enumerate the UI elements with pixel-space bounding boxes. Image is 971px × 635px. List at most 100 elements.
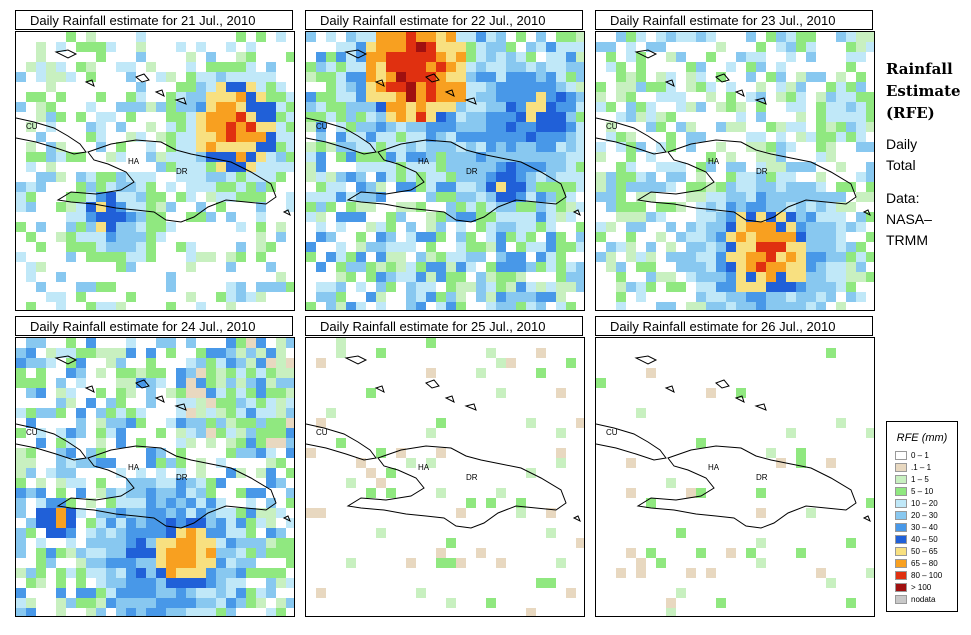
rain-cell [206,488,216,498]
rain-cell [346,32,356,42]
rain-cell [246,508,256,518]
rain-cell [176,558,186,568]
rain-cell [746,272,756,282]
rain-cell [776,242,786,252]
rain-cell [256,162,266,172]
rain-cell [276,232,286,242]
legend-swatch [895,463,907,472]
rain-cell [96,302,106,310]
rain-cell [756,252,766,262]
rain-cell [606,52,616,62]
rain-cell [656,112,666,122]
rain-cell [386,262,396,272]
rain-cell [306,122,316,132]
rain-cell [686,32,696,42]
rain-cell [376,262,386,272]
rain-cell [636,62,646,72]
rain-cell [796,92,806,102]
rain-cell [516,62,526,72]
rain-cell [186,378,196,388]
rain-cell [726,222,736,232]
rain-cell [836,282,846,292]
rain-cell [466,262,476,272]
rain-cell [656,42,666,52]
rain-cell [516,92,526,102]
rain-cell [26,162,36,172]
rain-cell [176,498,186,508]
rain-cell [126,132,136,142]
rain-cell [36,568,46,578]
rain-cell [456,162,466,172]
rain-cell [756,152,766,162]
rain-cell [46,518,56,528]
rain-cell [556,162,566,172]
rain-cell [36,498,46,508]
rain-cell [396,252,406,262]
rain-cell [746,548,756,558]
rain-cell [646,192,656,202]
rain-cell [656,558,666,568]
rain-cell [186,358,196,368]
rain-cell [616,62,626,72]
rain-cell [176,418,186,428]
rain-cell [576,112,584,122]
rain-cell [86,212,96,222]
map-label: HA [418,157,430,166]
rain-cell [606,222,616,232]
rain-cell [256,212,266,222]
rain-cell [76,568,86,578]
rain-cell [666,32,676,42]
rain-cell [796,252,806,262]
rain-cell [576,132,584,142]
rain-cell [756,222,766,232]
rain-cell [606,242,616,252]
map-label: CU [316,428,328,437]
rain-cell [346,212,356,222]
rain-cell [426,142,436,152]
rain-cell [196,408,206,418]
rain-cell [696,282,706,292]
rain-cell [246,488,256,498]
rain-cell [286,92,294,102]
rain-cell [656,72,666,82]
rain-cell [326,192,336,202]
rain-cell [236,292,246,302]
rain-cell [446,182,456,192]
rain-cell [396,102,406,112]
legend-swatch [895,571,907,580]
rain-cell [206,608,216,616]
rain-cell [536,212,546,222]
rain-cell [786,142,796,152]
rain-cell [666,112,676,122]
rain-cell [66,458,76,468]
rain-cell [476,242,486,252]
rain-cell [96,42,106,52]
rain-cell [716,302,726,310]
rain-cell [426,162,436,172]
rain-cell [356,122,366,132]
rain-cell [226,212,236,222]
rain-cell [146,568,156,578]
rain-cell [276,112,286,122]
legend-item: 30 – 40 [895,523,938,533]
rain-cell [866,232,874,242]
rain-cell [366,132,376,142]
rain-cell [836,132,846,142]
rain-cell [696,62,706,72]
legend-item: 40 – 50 [895,535,938,545]
rain-cell [856,92,866,102]
rain-cell [486,172,496,182]
rain-cell [236,282,246,292]
rain-cell [726,102,736,112]
rain-cell [236,242,246,252]
rain-cell [526,132,536,142]
rain-cell [306,202,316,212]
rain-cell [16,368,26,378]
rain-cell [226,192,236,202]
map-label: HA [128,157,140,166]
rain-cell [746,282,756,292]
rain-cell [376,242,386,252]
rain-cell [636,252,646,262]
rain-cell [766,282,776,292]
rain-cell [776,92,786,102]
